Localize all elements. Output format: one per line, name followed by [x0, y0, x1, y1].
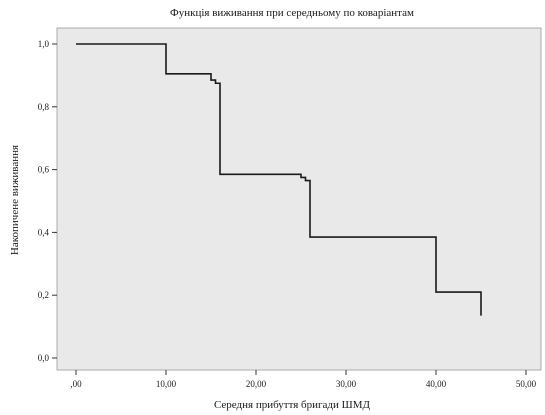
- x-tick-label: 10,00: [156, 379, 177, 389]
- series-group: [76, 43, 482, 316]
- y-tick-label: 0,8: [38, 102, 50, 112]
- chart-title: Функція виживання при середньому по кова…: [170, 7, 414, 19]
- x-tick-label: 30,00: [336, 379, 357, 389]
- y-tick-label: 0,0: [38, 353, 50, 363]
- y-axis: 0,0 0,2 0,4 0,6 0,8 1,0: [38, 39, 57, 363]
- y-axis-label: Накопичене виживання: [9, 145, 21, 255]
- y-tick-label: 0,6: [38, 165, 50, 175]
- y-tick-label: 0,2: [38, 290, 49, 300]
- y-tick-label: 1,0: [38, 39, 50, 49]
- x-axis-label: Середня прибуття бригади ШМД: [214, 399, 371, 411]
- y-tick-label: 0,4: [38, 227, 50, 237]
- survival-step-line: [76, 43, 482, 316]
- x-tick-label: 20,00: [246, 379, 267, 389]
- x-tick-label: 40,00: [426, 379, 447, 389]
- x-tick-label: ,00: [70, 379, 82, 389]
- plot-area: [56, 27, 542, 371]
- x-axis: ,00 10,00 20,00 30,00 40,00 50,00: [70, 370, 537, 389]
- x-tick-label: 50,00: [516, 379, 537, 389]
